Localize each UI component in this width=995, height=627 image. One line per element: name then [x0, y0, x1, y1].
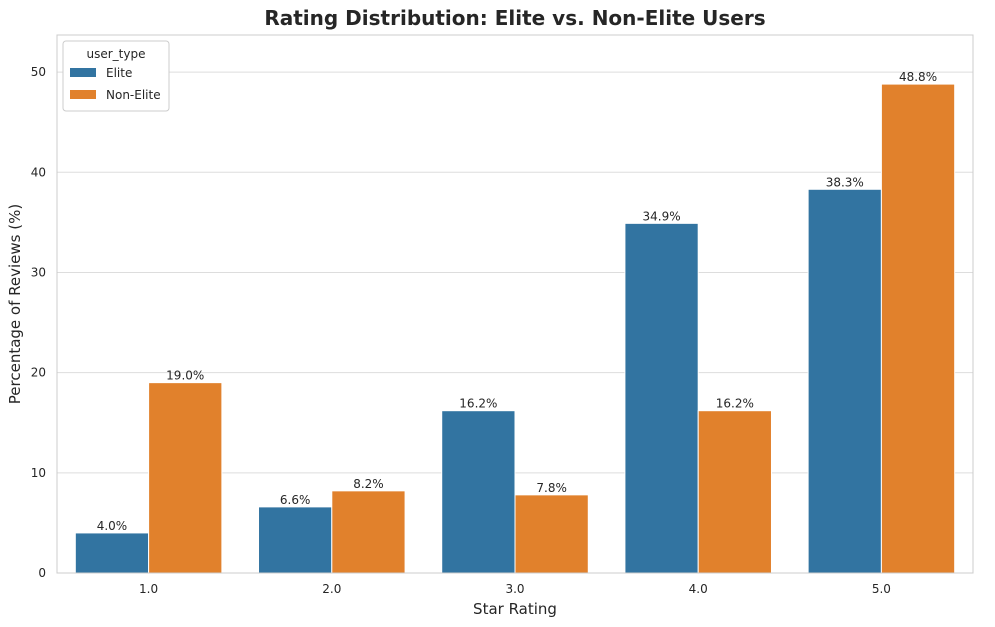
ticks: 0 10 20 30 40 50 1.0 2.0 3.0 4.0 5.0: [31, 65, 891, 596]
bar-elite-4.0: [624, 222, 699, 574]
y-tick-label-50: 50: [31, 65, 46, 79]
y-tick-label-0: 0: [38, 566, 46, 580]
data-label-elite-1.0: 4.0%: [97, 519, 128, 533]
data-label-elite-4.0: 34.9%: [642, 209, 680, 223]
legend-label-non-elite: Non-Elite: [106, 88, 161, 102]
data-label-elite-3.0: 16.2%: [459, 397, 497, 411]
legend-swatch-elite: [70, 68, 96, 77]
legend-title: user_type: [87, 47, 146, 61]
bar-elite-3.0: [441, 410, 516, 574]
bar-non-elite-2.0: [331, 490, 406, 574]
x-axis-label: Star Rating: [473, 600, 557, 618]
x-tick-label-5.0: 5.0: [872, 582, 891, 596]
bars: [74, 83, 956, 574]
data-label-non-elite-3.0: 7.8%: [536, 481, 567, 495]
x-tick-label-3.0: 3.0: [505, 582, 524, 596]
data-label-elite-2.0: 6.6%: [280, 493, 311, 507]
y-tick-label-10: 10: [31, 466, 46, 480]
bar-elite-5.0: [807, 188, 882, 574]
data-label-non-elite-4.0: 16.2%: [716, 397, 754, 411]
bar-non-elite-5.0: [880, 83, 956, 574]
chart-title: Rating Distribution: Elite vs. Non-Elite…: [264, 6, 765, 30]
bar-elite-2.0: [258, 506, 333, 574]
x-tick-label-1.0: 1.0: [139, 582, 158, 596]
plot-frame: [56, 34, 974, 574]
bar-non-elite-4.0: [697, 410, 772, 574]
x-tick-label-4.0: 4.0: [689, 582, 708, 596]
legend-label-elite: Elite: [106, 66, 132, 80]
legend-swatch-non-elite: [70, 90, 96, 99]
legend: user_type Elite Non-Elite: [62, 40, 170, 112]
bar-non-elite-3.0: [514, 494, 589, 574]
data-label-non-elite-1.0: 19.0%: [166, 369, 204, 383]
data-label-non-elite-5.0: 48.8%: [899, 70, 937, 84]
y-tick-label-40: 40: [31, 165, 46, 179]
y-tick-label-20: 20: [31, 366, 46, 380]
data-label-non-elite-2.0: 8.2%: [353, 477, 384, 491]
y-axis-label: Percentage of Reviews (%): [6, 204, 24, 404]
data-label-elite-5.0: 38.3%: [826, 175, 864, 189]
data-labels: 4.0% 19.0% 6.6% 8.2% 16.2% 7.8% 34.9% 16.2% 38.3…: [97, 70, 937, 533]
x-tick-label-2.0: 2.0: [322, 582, 341, 596]
bar-non-elite-1.0: [148, 382, 223, 574]
bar-elite-1.0: [74, 532, 150, 574]
y-tick-label-30: 30: [31, 265, 46, 279]
